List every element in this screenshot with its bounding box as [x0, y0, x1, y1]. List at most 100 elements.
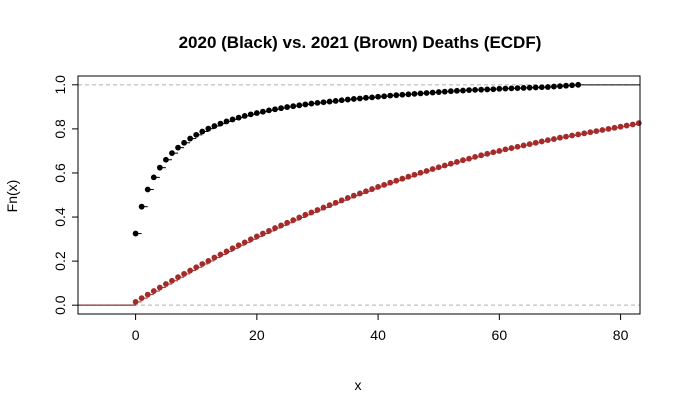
data-point-2021 [332, 199, 339, 206]
data-point-2021 [454, 159, 460, 165]
data-point-2021 [156, 284, 163, 291]
data-point-2021 [544, 137, 551, 144]
data-point-2020 [514, 85, 521, 92]
data-point-2020 [484, 86, 491, 93]
data-point-2021 [508, 145, 515, 151]
data-point-2020 [314, 99, 321, 106]
data-point-2021 [369, 186, 375, 192]
data-point-2021 [247, 236, 254, 243]
data-point-2020 [363, 94, 369, 101]
data-point-2020 [308, 100, 315, 107]
data-point-2021 [496, 148, 503, 154]
data-point-2020 [357, 95, 363, 102]
data-point-2021 [223, 248, 230, 255]
x-axis: 0 20 40 60 80 [132, 314, 629, 343]
data-point-2021 [605, 125, 612, 132]
data-point-2021 [557, 134, 563, 141]
plot-frame [77, 75, 641, 315]
data-point-2020 [399, 91, 406, 98]
data-point-2020 [247, 111, 254, 118]
data-point-2021 [435, 164, 442, 171]
data-point-2021 [163, 281, 169, 287]
x-tick-label: 20 [249, 327, 265, 343]
data-point-2021 [381, 181, 388, 188]
data-point-2020 [156, 164, 163, 171]
data-point-2021 [302, 211, 309, 218]
data-point-2021 [314, 207, 321, 213]
data-point-2020 [387, 92, 394, 99]
data-point-2020 [278, 105, 284, 112]
data-point-2021 [635, 120, 642, 127]
data-point-2020 [490, 86, 497, 93]
data-point-2020 [193, 131, 200, 138]
data-point-2021 [296, 214, 303, 221]
data-point-2020 [466, 87, 472, 94]
data-point-2020 [284, 104, 291, 110]
data-point-2020 [417, 90, 424, 97]
data-point-2021 [575, 131, 582, 138]
data-point-2020 [423, 90, 430, 96]
data-point-2021 [472, 153, 478, 160]
data-point-2020 [326, 98, 333, 105]
y-tick-label: 0.8 [52, 119, 68, 139]
x-tick-label: 0 [132, 327, 140, 343]
data-point-2020 [472, 86, 478, 93]
data-point-2020 [369, 94, 375, 101]
x-tick-label: 40 [370, 327, 386, 343]
data-point-2021 [150, 288, 157, 294]
data-point-2020 [223, 118, 230, 125]
data-point-2020 [302, 101, 309, 108]
data-point-2021 [375, 183, 381, 190]
reference-lines [78, 84, 640, 306]
data-point-2021 [326, 202, 333, 209]
data-point-2021 [417, 169, 424, 176]
y-tick-label: 0.2 [52, 251, 68, 271]
data-point-2021 [526, 141, 533, 147]
data-point-2020 [502, 85, 509, 92]
data-point-2021 [587, 129, 594, 136]
data-point-2021 [217, 251, 224, 258]
data-point-2020 [460, 87, 466, 94]
data-point-2020 [344, 96, 351, 103]
data-point-2020 [144, 186, 151, 193]
data-point-2021 [599, 127, 606, 133]
data-point-2020 [429, 89, 436, 96]
data-point-2021 [357, 190, 363, 197]
data-point-2021 [132, 298, 139, 305]
data-point-2020 [405, 91, 412, 98]
data-point-2020 [181, 139, 187, 146]
data-point-2021 [405, 173, 412, 180]
data-point-2020 [551, 83, 557, 90]
data-point-2020 [569, 82, 575, 89]
data-point-2020 [175, 144, 181, 151]
data-point-2020 [205, 125, 212, 132]
data-point-2021 [290, 217, 297, 224]
data-point-2020 [338, 97, 345, 104]
data-point-2021 [272, 225, 278, 231]
y-tick-label: 0.6 [52, 163, 68, 183]
data-point-2021 [284, 219, 291, 226]
x-tick-label: 80 [613, 327, 629, 343]
y-tick-label: 0.4 [52, 207, 68, 227]
y-axis: 0.0 0.2 0.4 0.6 0.8 1.0 [52, 75, 78, 315]
data-point-2021 [308, 209, 315, 216]
data-point-2021 [193, 264, 200, 271]
data-point-2021 [211, 254, 218, 261]
data-point-2021 [199, 261, 206, 267]
data-points [132, 81, 642, 305]
data-point-2021 [229, 245, 236, 252]
data-point-2020 [441, 88, 448, 95]
data-point-2021 [399, 175, 406, 182]
data-point-2020 [411, 90, 418, 97]
data-point-2021 [611, 124, 618, 131]
data-point-2020 [544, 84, 551, 90]
data-point-2020 [132, 230, 139, 237]
data-point-2021 [466, 155, 472, 162]
data-point-2020 [138, 203, 145, 210]
data-point-2021 [629, 121, 636, 128]
y-axis-label: Fn(x) [4, 180, 20, 213]
chart-title: 2020 (Black) vs. 2021 (Brown) Deaths (EC… [179, 33, 542, 52]
data-point-2020 [563, 82, 569, 89]
data-point-2021 [429, 166, 436, 172]
